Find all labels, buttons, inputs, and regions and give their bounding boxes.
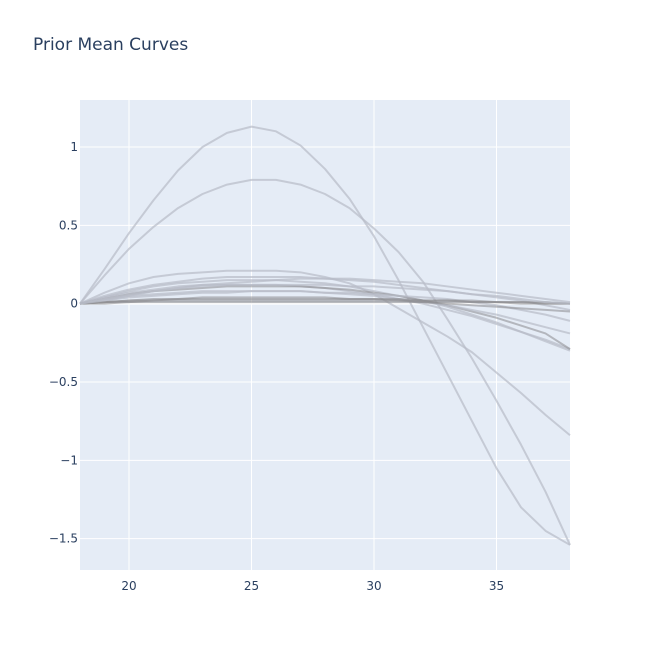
chart-title: Prior Mean Curves [33, 35, 188, 55]
x-tick-labels: 20 25 30 35 [121, 579, 504, 593]
series-line-5 [79, 279, 571, 352]
x-tick-label: 35 [489, 579, 504, 593]
x-tick-label: 25 [244, 579, 259, 593]
y-tick-labels: 1 0.5 0 −0.5 −1 −1.5 [49, 140, 78, 546]
y-tick-label: 1 [70, 140, 78, 154]
plot-area [80, 100, 570, 570]
y-tick-label: −1 [60, 453, 78, 467]
series-lines [79, 125, 571, 546]
y-tick-label: −0.5 [49, 375, 78, 389]
series-line-13 [80, 301, 570, 305]
series-line-3 [79, 269, 571, 437]
series-line-2 [79, 178, 571, 546]
y-tick-label: 0.5 [59, 218, 78, 232]
x-tick-label: 20 [121, 579, 136, 593]
series-line-10 [79, 296, 571, 313]
series-line-9 [79, 290, 571, 322]
y-tick-label: 0 [70, 297, 78, 311]
x-tick-label: 30 [366, 579, 381, 593]
series-line-15 [79, 283, 571, 305]
series-line-1 [79, 125, 571, 546]
y-tick-label: −1.5 [49, 532, 78, 546]
